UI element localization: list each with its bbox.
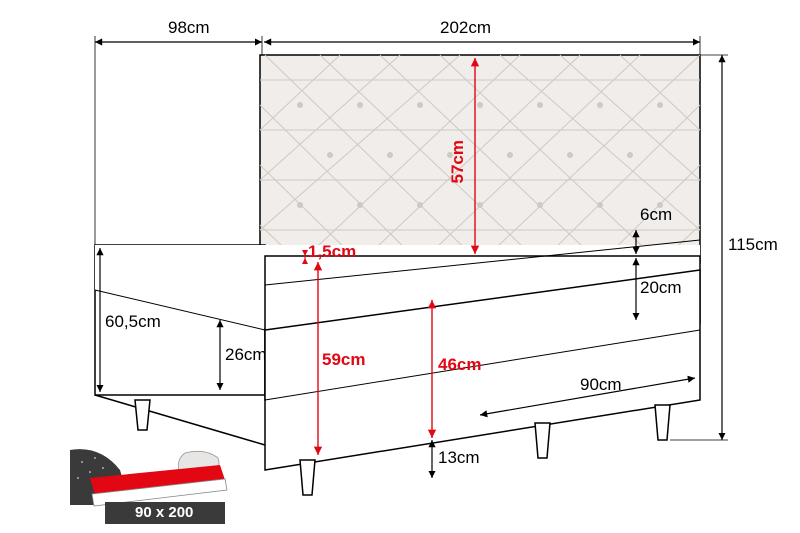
dim-top-depth: 98cm — [168, 18, 210, 38]
dim-hb-thick: 6cm — [640, 205, 672, 225]
dim-left-h: 60,5cm — [105, 312, 161, 332]
diagram-canvas: 98cm 202cm 115cm 57cm 6cm 1,5cm 20cm 60,… — [0, 0, 800, 533]
dim-box-h: 26cm — [225, 345, 267, 365]
thumbnail-size-label: 90 x 200 — [135, 504, 193, 521]
dim-leg-h: 13cm — [438, 448, 480, 468]
dim-base-h: 46cm — [438, 355, 481, 375]
dim-hb-h: 57cm — [448, 140, 468, 183]
dim-mat-h: 20cm — [640, 278, 682, 298]
dim-top-width: 202cm — [440, 18, 491, 38]
dim-mat-top: 1,5cm — [308, 242, 356, 262]
dim-bed-w: 90cm — [580, 375, 622, 395]
dim-center-h: 59cm — [322, 350, 365, 370]
dim-right-h: 115cm — [728, 235, 778, 255]
bed-dimension-drawing — [0, 0, 800, 533]
